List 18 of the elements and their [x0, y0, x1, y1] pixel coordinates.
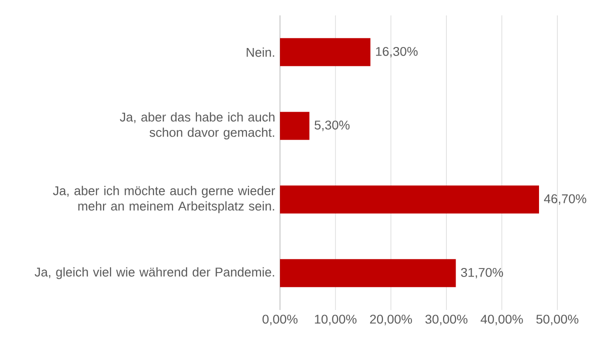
- data-label: 31,70%: [461, 268, 504, 278]
- bar: [280, 186, 540, 214]
- y-tick-label: Ja, aber das habe ich auch schon davor gemacht.: [120, 112, 274, 140]
- bar: [280, 112, 310, 140]
- data-label: 46,70%: [544, 194, 586, 205]
- y-tick-label: Ja, aber ich möchte auch gerne wieder mehr an meinem Arbeitsplatz sein.: [52, 186, 276, 214]
- bar: [280, 38, 370, 66]
- data-label: 5,30%: [314, 120, 350, 132]
- y-tick-label: Ja, gleich viel wie während der Pandemie.: [34, 267, 274, 280]
- y-tick-label: Nein.: [246, 48, 274, 57]
- x-tick-label: 40,00%: [480, 314, 523, 326]
- x-tick-label: 50,00%: [536, 314, 578, 326]
- x-tick-label: 20,00%: [370, 314, 412, 326]
- data-label: 16,30%: [376, 46, 418, 58]
- x-tick-label: 30,00%: [425, 314, 468, 326]
- bar: [280, 259, 456, 288]
- x-tick-label: 10,00%: [314, 314, 356, 326]
- x-tick-label: 0,00%: [262, 314, 298, 326]
